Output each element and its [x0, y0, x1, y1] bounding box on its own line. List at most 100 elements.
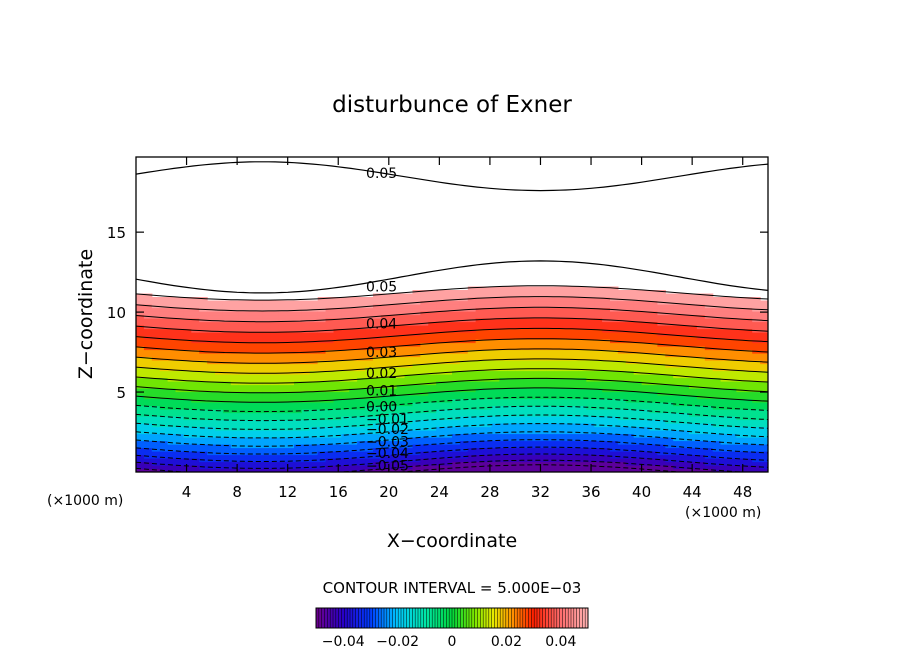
field-cell: [475, 430, 485, 435]
field-cell: [586, 335, 595, 340]
field-cell: [380, 444, 390, 449]
field-cell: [736, 468, 745, 472]
field-cell: [325, 416, 335, 421]
field-cell: [136, 325, 145, 330]
field-cell: [207, 409, 216, 414]
field-cell: [594, 367, 603, 372]
contour-label: 0.03: [366, 345, 397, 361]
field-cell: [704, 437, 714, 442]
field-cell: [191, 370, 200, 375]
field-cell: [365, 297, 374, 302]
field-cell: [752, 325, 761, 330]
field-cell: [428, 300, 437, 305]
field-cell: [696, 381, 706, 386]
colorbar-cell: [486, 608, 490, 628]
field-cell: [246, 370, 256, 375]
field-cell: [483, 311, 493, 316]
field-cell: [736, 440, 745, 445]
field-cell: [459, 423, 469, 428]
field-cell: [665, 465, 674, 470]
field-cell: [294, 465, 303, 470]
field-cell: [341, 468, 350, 472]
field-cell: [380, 321, 390, 326]
field-cell: [744, 412, 753, 417]
field-cell: [617, 290, 627, 295]
field-cell: [507, 339, 516, 344]
field-cell: [531, 328, 540, 333]
field-cell: [333, 426, 342, 431]
field-cell: [633, 465, 643, 470]
field-cell: [325, 426, 335, 431]
field-cell: [625, 367, 635, 372]
field-cell: [246, 318, 256, 323]
field-cell: [301, 402, 311, 407]
field-cell: [531, 419, 540, 424]
field-cell: [301, 300, 311, 305]
colorbar-cell: [463, 608, 467, 628]
field-cell: [428, 454, 437, 459]
field-cell: [483, 314, 493, 319]
field-cell: [191, 461, 200, 466]
field-cell: [191, 384, 200, 389]
colorbar-cell: [418, 608, 422, 628]
field-cell: [278, 391, 287, 396]
field-cell: [602, 468, 611, 472]
field-cell: [380, 346, 390, 351]
field-cell: [404, 339, 414, 344]
field-cell: [673, 339, 682, 344]
field-cell: [689, 370, 698, 375]
field-cell: [704, 342, 714, 347]
field-cell: [143, 342, 153, 347]
field-cell: [483, 416, 493, 421]
field-cell: [136, 321, 145, 326]
field-cell: [175, 391, 184, 396]
field-cell: [309, 444, 319, 449]
field-cell: [317, 423, 327, 428]
field-cell: [531, 412, 540, 417]
field-cell: [689, 325, 698, 330]
field-cell: [396, 360, 406, 365]
field-cell: [523, 318, 532, 323]
field-cell: [744, 381, 753, 386]
field-cell: [309, 419, 319, 424]
field-cell: [199, 342, 208, 347]
field-cell: [467, 430, 477, 435]
field-cell: [594, 419, 603, 424]
field-cell: [491, 346, 500, 351]
field-cell: [657, 461, 666, 466]
field-cell: [278, 419, 287, 424]
field-cell: [728, 398, 737, 403]
field-cell: [491, 374, 500, 379]
field-cell: [641, 437, 651, 442]
field-cell: [649, 377, 658, 382]
field-cell: [230, 440, 240, 445]
field-cell: [523, 339, 532, 344]
field-cell: [325, 374, 335, 379]
field-cell: [752, 416, 761, 421]
field-cell: [215, 412, 224, 417]
contour-line: [136, 431, 768, 447]
field-cell: [538, 346, 548, 351]
field-cell: [760, 395, 768, 400]
field-cell: [665, 321, 674, 326]
field-cell: [325, 444, 335, 449]
field-cell: [380, 402, 390, 407]
field-cell: [420, 444, 429, 449]
field-cell: [570, 321, 579, 326]
field-cell: [578, 290, 587, 295]
field-cell: [270, 335, 279, 340]
field-cell: [222, 461, 232, 466]
colorbar-frame: [315, 607, 589, 629]
field-cell: [507, 444, 516, 449]
field-cell: [191, 395, 200, 400]
colorbar-cell: [364, 608, 368, 628]
field-cell: [483, 461, 493, 466]
field-cell: [191, 416, 200, 421]
field-cell: [720, 367, 730, 372]
field-cell: [262, 412, 271, 417]
field-cell: [681, 402, 690, 407]
field-cell: [420, 339, 429, 344]
field-cell: [428, 447, 437, 452]
field-cell: [238, 468, 248, 472]
field-cell: [459, 451, 469, 456]
